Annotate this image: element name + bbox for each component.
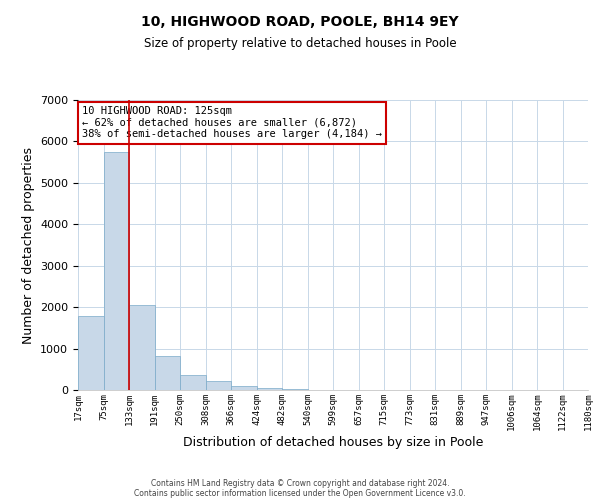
Bar xyxy=(180,375,205,390)
Bar xyxy=(104,152,129,390)
Bar xyxy=(205,381,231,390)
Bar xyxy=(257,388,282,390)
Bar xyxy=(78,316,104,390)
Bar xyxy=(231,386,257,390)
Text: 10 HIGHWOOD ROAD: 125sqm
← 62% of detached houses are smaller (6,872)
38% of sem: 10 HIGHWOOD ROAD: 125sqm ← 62% of detach… xyxy=(82,106,382,140)
Text: 10, HIGHWOOD ROAD, POOLE, BH14 9EY: 10, HIGHWOOD ROAD, POOLE, BH14 9EY xyxy=(141,15,459,29)
Text: Size of property relative to detached houses in Poole: Size of property relative to detached ho… xyxy=(143,38,457,51)
Bar xyxy=(155,356,180,390)
Y-axis label: Number of detached properties: Number of detached properties xyxy=(22,146,35,344)
Text: Contains public sector information licensed under the Open Government Licence v3: Contains public sector information licen… xyxy=(134,488,466,498)
Bar xyxy=(282,389,308,390)
Bar xyxy=(129,304,155,390)
X-axis label: Distribution of detached houses by size in Poole: Distribution of detached houses by size … xyxy=(183,436,483,449)
Text: Contains HM Land Registry data © Crown copyright and database right 2024.: Contains HM Land Registry data © Crown c… xyxy=(151,478,449,488)
